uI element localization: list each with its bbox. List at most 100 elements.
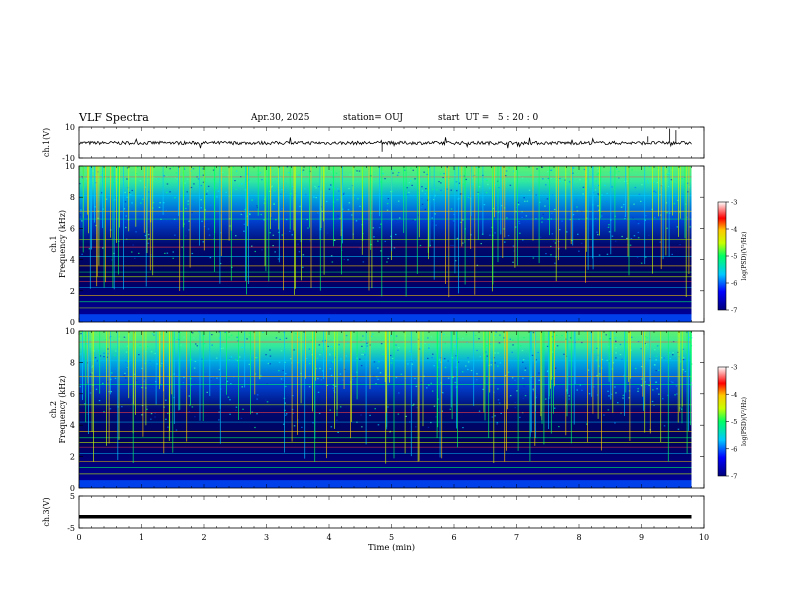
spectrogram-1-speckle [148, 237, 150, 240]
spectrogram-2-speckle [514, 379, 516, 381]
spectrogram-2-speckle [538, 379, 540, 381]
spectrogram-1-speckle [248, 179, 251, 181]
spectrogram-2-speckle [644, 342, 646, 345]
spectrogram-1-speckle [272, 234, 275, 236]
spectrogram-1-speckle [187, 178, 189, 180]
spectrogram-2-speckle [588, 393, 591, 395]
spectrogram-2-speckle [676, 393, 678, 395]
spectrogram-1-speckle [359, 247, 361, 249]
spectrogram-2-speckle [183, 336, 185, 338]
spectrogram-2-speckle [240, 417, 243, 419]
spectrogram-2-speckle [319, 367, 321, 369]
spectrogram-1-speckle [386, 206, 389, 208]
spectrogram-2-speckle [523, 336, 525, 339]
colorbar-2-tick-label: -4 [731, 391, 737, 399]
spectrogram-2-speckle [415, 385, 418, 387]
spectrogram-2-speckle [614, 337, 617, 339]
spectrogram-2-speckle [496, 422, 499, 424]
spectrogram-1-speckle [353, 194, 356, 196]
spectrogram-2-speckle [395, 376, 398, 379]
spectrogram-2-speckle [144, 377, 146, 379]
spectrogram-1-speckle [81, 253, 83, 255]
spectrogram-2-speckle [239, 356, 241, 358]
spectrogram-1-speckle [604, 184, 606, 186]
spectrogram-2-speckle [160, 365, 162, 367]
spectrogram-1-speckle [215, 187, 218, 189]
spectrogram-2-speckle [615, 340, 617, 342]
spectrogram-1-speckle [629, 167, 631, 169]
spectrogram-1-speckle [636, 256, 639, 259]
spectrogram-1-speckle [174, 197, 176, 199]
spectrogram-2-speckle [292, 412, 295, 414]
spectrogram-1-speckle [147, 242, 150, 244]
spectrogram-2-speckle [121, 406, 123, 408]
spectrogram-1-speckle [412, 219, 415, 221]
spectrogram-1-speckle [601, 215, 603, 217]
spectrogram-2-speckle [465, 365, 467, 367]
spectrogram-1-speckle [648, 234, 650, 236]
spectrogram-2-speckle [80, 333, 82, 335]
spectrogram-1-speckle [285, 218, 288, 221]
spectrogram-1-speckle [601, 194, 603, 196]
spectrogram-2-speckle [454, 381, 456, 384]
spectrogram-2-speckle [524, 395, 527, 397]
spectrogram-1-speckle [84, 167, 87, 169]
spectrogram-2-speckle [369, 414, 371, 416]
spectrogram-1-speckle [518, 220, 520, 223]
spectrogram-2-speckle [106, 356, 108, 358]
spectrogram-1-speckle [188, 220, 190, 222]
spectrogram-1-speckle [423, 171, 425, 173]
spectrogram-2-speckle [435, 387, 437, 389]
spectrogram-1-speckle [193, 201, 195, 204]
spectrogram-1-speckle [390, 191, 392, 193]
spectrogram-1-speckle [301, 171, 303, 173]
spectrogram-2-speckle [495, 331, 497, 333]
spectrogram-1-speckle [292, 186, 294, 188]
spectrogram-1-speckle [569, 183, 571, 185]
spectrogram-1-speckle [641, 184, 643, 186]
spectrogram-1-speckle [580, 242, 583, 244]
spectrogram-1-speckle [208, 234, 211, 236]
spectrogram-2-speckle [210, 378, 212, 380]
spectrogram-2-speckle [387, 406, 389, 408]
spectrogram-1-speckle [530, 174, 532, 176]
spectrogram-2-speckle [521, 349, 524, 352]
spectrogram-2-speckle [413, 403, 415, 405]
spectrogram-2-speckle [232, 376, 235, 378]
spectrogram-2-speckle [417, 338, 420, 340]
spectrogram-2-speckle [485, 351, 487, 353]
spectrogram-1-speckle [131, 202, 133, 204]
spectrogram-1-speckle [124, 191, 126, 194]
spectrogram-2-speckle [229, 399, 231, 401]
spectrogram-1-speckle [435, 224, 437, 226]
spectrogram-2-speckle [628, 397, 630, 399]
spectrogram-2-speckle [125, 361, 127, 363]
spectrogram-2-speckle [315, 368, 317, 370]
spectrogram-2-speckle [308, 391, 311, 393]
spectrogram-1-speckle [463, 179, 466, 181]
spectrogram-2-speckle [397, 413, 400, 415]
spectrogram-1-speckle [135, 172, 138, 175]
spectrogram-1-speckle [205, 193, 208, 195]
spectrogram-1-speckle [117, 197, 119, 199]
spectrogram-2-speckle [318, 412, 321, 414]
spectrogram-1-speckle [561, 220, 563, 222]
spectrogram-2-speckle [603, 414, 605, 416]
spectrogram-1-speckle [661, 184, 664, 186]
panel-2-ytick-label: 0 [70, 484, 75, 493]
spectrogram-1-speckle [424, 193, 427, 195]
spectrogram-1-speckle [202, 181, 205, 183]
spectrogram-2-speckle [293, 425, 296, 427]
spectrogram-1-speckle [393, 169, 396, 171]
spectrogram-2-speckle [330, 345, 333, 347]
spectrogram-2-speckle [558, 426, 560, 428]
spectrogram-1-speckle [419, 244, 422, 247]
spectrogram-1-speckle [436, 189, 438, 191]
spectrogram-2-speckle [176, 338, 178, 340]
spectrogram-2-speckle [630, 349, 632, 351]
spectrogram-1-speckle [542, 178, 544, 180]
spectrogram-2-speckle [613, 332, 616, 334]
spectrogram-1-speckle [377, 240, 379, 242]
spectrogram-2-speckle [183, 376, 185, 379]
spectrogram-1-speckle [302, 254, 305, 256]
